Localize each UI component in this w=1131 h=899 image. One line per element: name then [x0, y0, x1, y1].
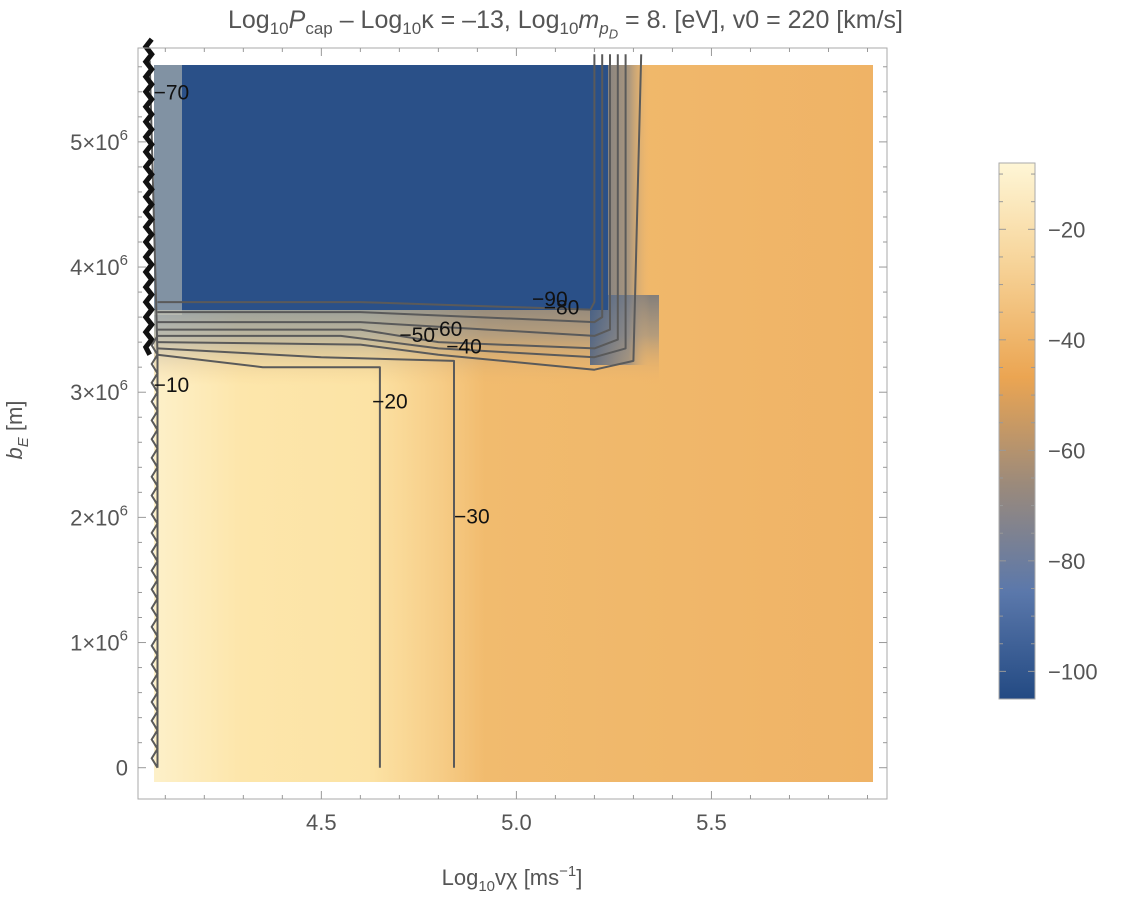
chart-title: Log10Pcap – Log10κ = –13, Log10mpD = 8. …: [228, 6, 903, 42]
contour-boundary-dark: [142, 37, 155, 356]
y-tick-label: 3×106: [70, 377, 128, 405]
contour-label: −20: [372, 391, 408, 414]
x-axis: 4.5 5.0 5.5: [164, 48, 868, 835]
plot-frame: [137, 47, 888, 800]
contour-label: −70: [154, 81, 190, 104]
contour-label: −50: [399, 324, 435, 347]
contour-lines: [142, 37, 643, 769]
y-tick-label: 5×106: [70, 127, 128, 155]
contour-line: [157, 54, 611, 337]
y-tick-label: 0: [116, 756, 128, 781]
colorbar: −20 −40 −60 −80 −100: [998, 162, 1098, 700]
colorbar-tick-label: −100: [1048, 659, 1098, 684]
contour-label: −40: [446, 335, 482, 358]
y-axis-title: bE [m]: [2, 401, 32, 460]
x-tick-label: 4.5: [306, 810, 337, 835]
contour-line: [157, 353, 381, 768]
colorbar-tick-label: −20: [1048, 217, 1085, 242]
colorbar-gradient: [998, 162, 1036, 700]
y-tick-label: 1×106: [70, 628, 128, 656]
x-tick-label: 5.0: [501, 810, 532, 835]
contour-line: [157, 54, 627, 359]
contour-labels: −10 −20 −30 −40 −50−60 −70 −80−90: [154, 81, 580, 528]
x-tick-label: 5.5: [696, 810, 727, 835]
contour-boundary-jagged: [150, 335, 159, 769]
heatmap-surface: [154, 65, 873, 782]
contour-label: −60: [427, 318, 463, 341]
colorbar-tick-label: −60: [1048, 438, 1085, 463]
x-axis-title: Log10vχ [ms−1]: [442, 863, 583, 895]
contour-line: [157, 54, 596, 311]
contour-line: [157, 54, 643, 371]
contour-label: −30: [454, 506, 490, 529]
contour-label: −90: [532, 288, 568, 311]
contour-line: [157, 347, 455, 768]
contour-label: −10: [154, 374, 190, 397]
colorbar-tick-label: −40: [1048, 328, 1085, 353]
contour-line: [157, 54, 619, 350]
y-tick-label: 2×106: [70, 502, 128, 530]
y-tick-label: 4×106: [70, 252, 128, 280]
contour-label: −80: [544, 297, 580, 320]
y-axis: 0 1×106 2×106 3×106 4×106 5×106: [70, 66, 887, 781]
contour-line: [157, 54, 604, 324]
colorbar-tick-label: −80: [1048, 549, 1085, 574]
